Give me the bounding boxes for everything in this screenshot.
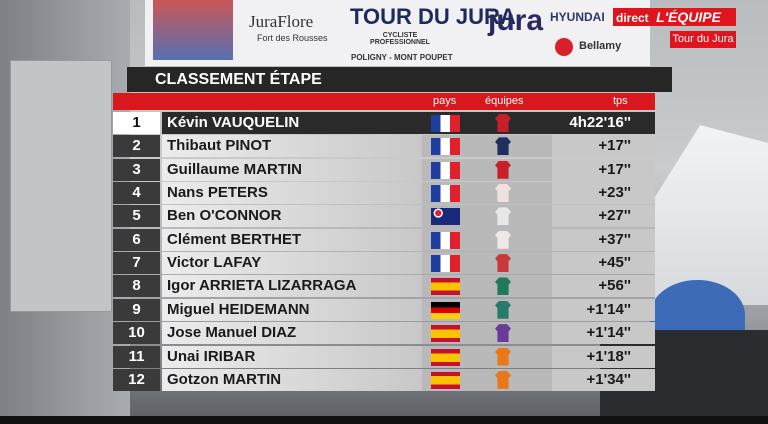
sponsor-logo: JuraFlore	[249, 12, 314, 31]
channel-logo: direct L'ÉQUIPE	[613, 8, 736, 26]
team-jersey	[495, 207, 511, 226]
table-row: 1 Kévin VAUQUELIN 4h22'16''	[113, 112, 655, 134]
time-gap: +45''	[552, 252, 655, 275]
rider-name: Ben O'CONNOR	[162, 205, 422, 228]
time-gap: +1'18''	[552, 345, 655, 368]
column-header: tps	[613, 95, 628, 107]
direct-label: direct	[616, 11, 649, 25]
team-jersey	[495, 277, 511, 296]
time-gap: +1'34''	[552, 368, 655, 391]
rank: 4	[113, 182, 160, 205]
column-header: équipes	[485, 95, 524, 107]
time-gap: +17''	[552, 158, 655, 181]
channel-name: L'ÉQUIPE	[656, 9, 721, 25]
rank: 8	[113, 275, 160, 298]
team-jersey	[495, 184, 511, 203]
table-row: 8 Igor ARRIETA LIZARRAGA +56''	[113, 275, 655, 298]
team-jersey	[495, 114, 511, 132]
rider-name: Igor ARRIETA LIZARRAGA	[162, 275, 422, 298]
team-jersey	[495, 254, 511, 273]
table-row: 2 Thibaut PINOT +17''	[113, 135, 655, 158]
bottom-edge	[0, 416, 768, 424]
rider-name: Guillaume MARTIN	[162, 158, 422, 181]
table-header: pays équipes tps	[113, 93, 655, 110]
country-flag	[431, 348, 460, 366]
team-jersey	[495, 300, 511, 319]
time-gap: +27''	[552, 205, 655, 228]
time-gap: +17''	[552, 135, 655, 158]
time-gap: 4h22'16''	[552, 112, 655, 134]
table-row: 6 Clément BERTHET +37''	[113, 228, 655, 251]
country-flag	[431, 371, 460, 389]
country-flag	[431, 161, 460, 179]
team-jersey	[495, 137, 511, 156]
table-row: 11 Unai IRIBAR +1'18''	[113, 345, 655, 368]
rank: 6	[113, 228, 160, 251]
table-row: 12 Gotzon MARTIN +1'34''	[113, 368, 655, 391]
event-tag: Tour du Jura	[670, 31, 736, 48]
country-flag	[431, 301, 460, 319]
country-flag	[431, 115, 460, 132]
team-jersey	[495, 347, 511, 366]
rank: 10	[113, 322, 160, 345]
column-header: pays	[433, 95, 457, 107]
country-flag	[431, 325, 460, 343]
rider-name: Unai IRIBAR	[162, 345, 422, 368]
country-flag	[431, 185, 460, 203]
riders-photo	[153, 0, 233, 60]
table-row: 10 Jose Manuel DIAZ +1'14''	[113, 322, 655, 345]
rank: 1	[113, 112, 160, 134]
rank: 2	[113, 135, 160, 158]
rider-name: Nans PETERS	[162, 182, 422, 205]
table-row: 7 Victor LAFAY +45''	[113, 252, 655, 275]
tent	[655, 125, 768, 305]
rank: 9	[113, 298, 160, 321]
country-flag	[431, 255, 460, 273]
team-jersey	[495, 160, 511, 179]
country-flag	[431, 231, 460, 249]
team-jersey	[495, 230, 511, 249]
table-row: 4 Nans PETERS +23''	[113, 182, 655, 205]
rider-name: Jose Manuel DIAZ	[162, 322, 422, 345]
sponsor-banner: JuraFlore Fort des Rousses TOUR DU JURA …	[145, 0, 650, 66]
time-gap: +56''	[552, 275, 655, 298]
trailer	[10, 60, 112, 312]
region-logo: jura	[488, 4, 544, 37]
rider-name: Kévin VAUQUELIN	[162, 112, 422, 134]
rank: 12	[113, 368, 160, 391]
table-title: CLASSEMENT ÉTAPE	[155, 71, 322, 88]
country-flag	[431, 208, 460, 226]
rank: 5	[113, 205, 160, 228]
rank: 3	[113, 158, 160, 181]
rider-name: Clément BERTHET	[162, 228, 422, 251]
rider-name: Victor LAFAY	[162, 252, 422, 275]
sponsor-subtext: Fort des Rousses	[257, 33, 328, 43]
table-row: 5 Ben O'CONNOR +27''	[113, 205, 655, 228]
rider-name: Gotzon MARTIN	[162, 368, 422, 391]
brand-logo: Bellamy	[579, 40, 622, 52]
team-jersey	[495, 370, 511, 389]
country-flag	[431, 138, 460, 156]
time-gap: +1'14''	[552, 322, 655, 345]
time-gap: +1'14''	[552, 298, 655, 321]
route: POLIGNY - MONT POUPET	[351, 53, 453, 62]
rider-name: Miguel HEIDEMANN	[162, 298, 422, 321]
rank: 11	[113, 345, 160, 368]
table-row: 3 Guillaume MARTIN +17''	[113, 158, 655, 181]
rider-name: Thibaut PINOT	[162, 135, 422, 158]
rank: 7	[113, 252, 160, 275]
time-gap: +23''	[552, 182, 655, 205]
brand-logo: HYUNDAI	[550, 10, 605, 24]
table-row: 9 Miguel HEIDEMANN +1'14''	[113, 298, 655, 321]
table-title-bar: CLASSEMENT ÉTAPE	[127, 67, 672, 92]
race-logo: TOUR DU JURA	[350, 4, 516, 29]
team-jersey	[495, 324, 511, 343]
time-gap: +37''	[552, 228, 655, 251]
brand-icon	[555, 38, 573, 56]
race-logo-subtext: CYCLISTE PROFESSIONNEL	[370, 32, 430, 46]
country-flag	[431, 278, 460, 296]
